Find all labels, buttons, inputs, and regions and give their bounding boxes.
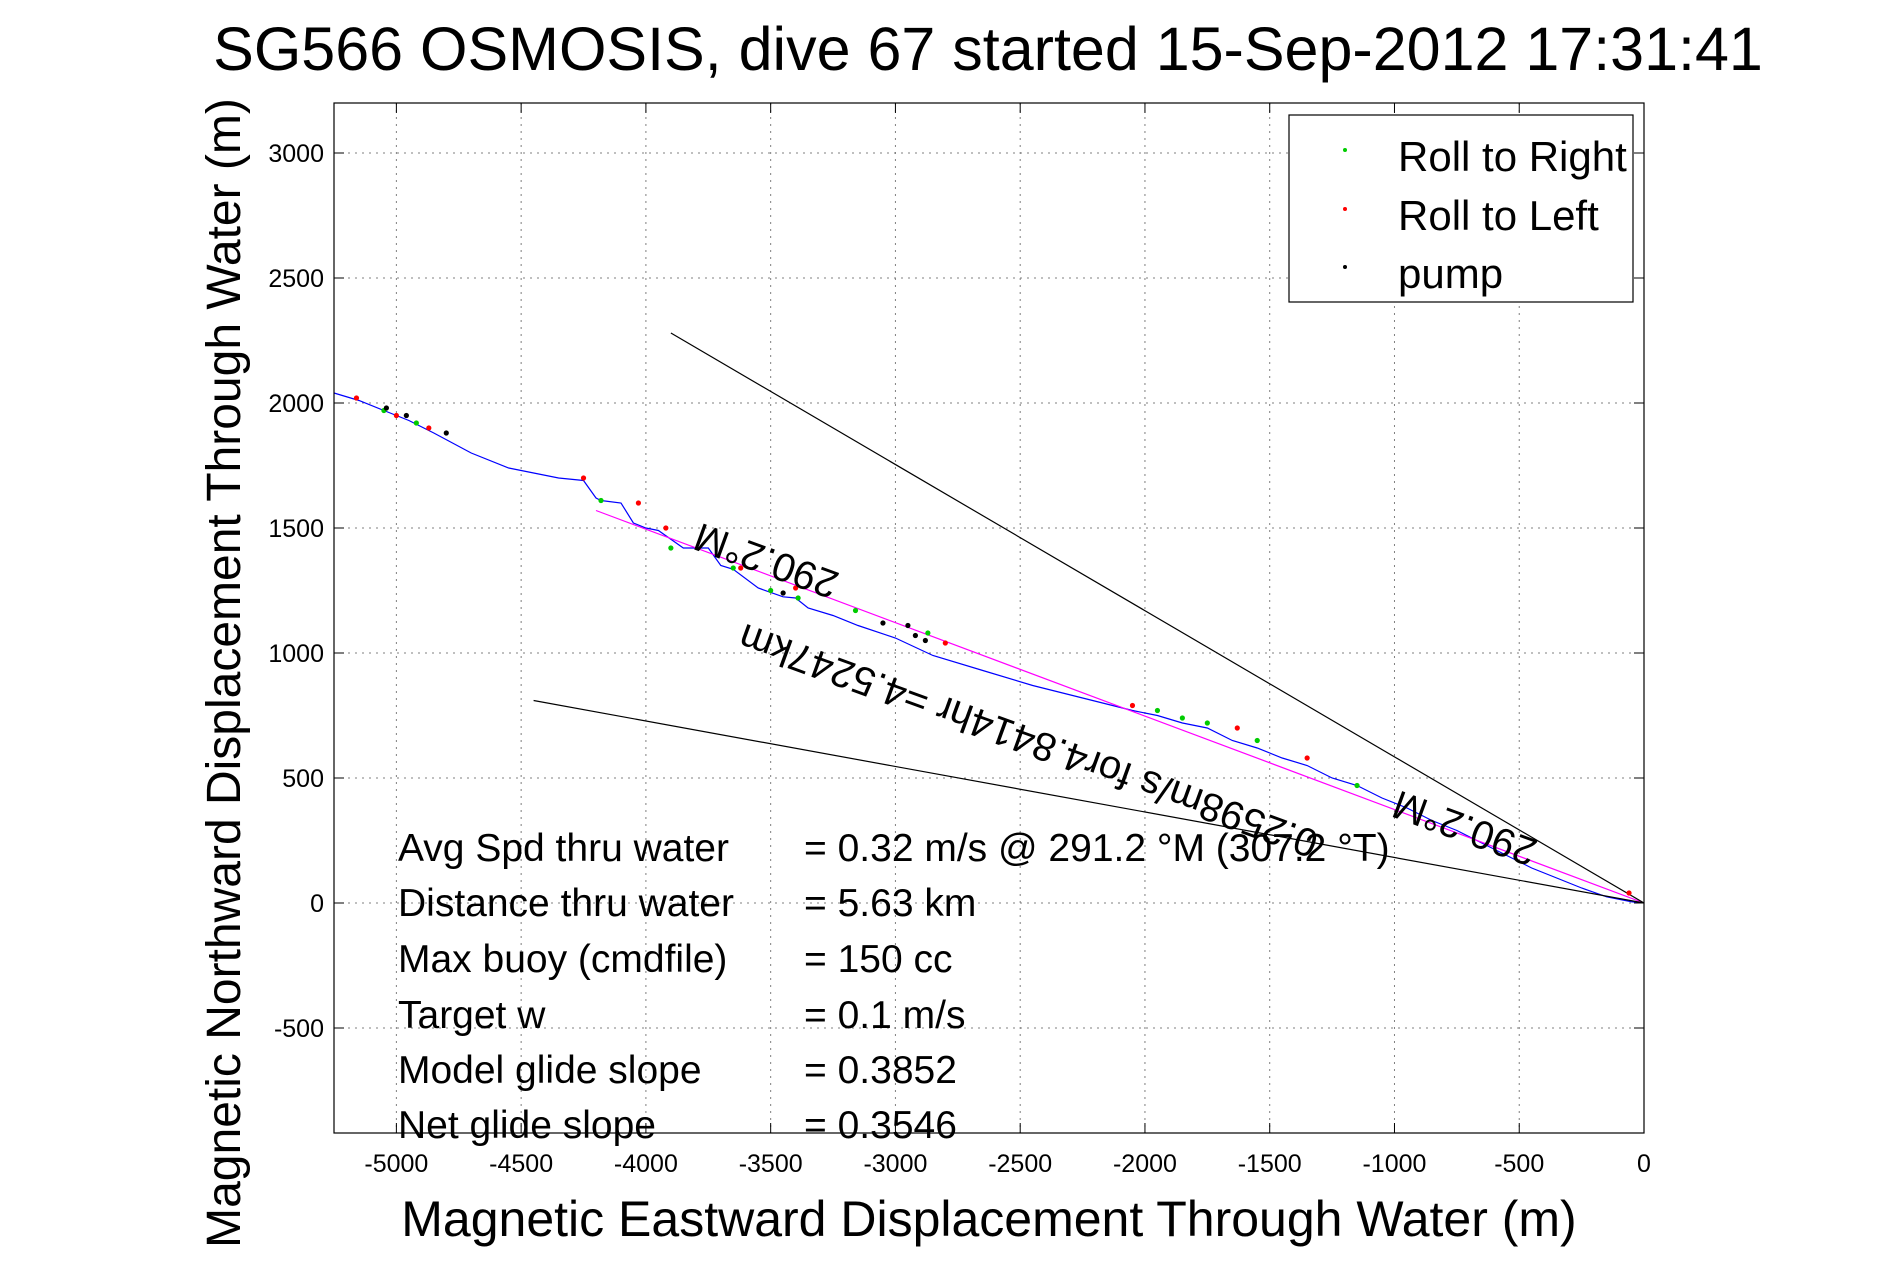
x-tick-label: -2500 — [988, 1150, 1052, 1178]
roll-left-marker — [1626, 890, 1632, 896]
stat-label: Net glide slope — [398, 1104, 656, 1147]
roll-left-marker — [635, 500, 642, 506]
roll-right-marker — [598, 497, 604, 504]
marker-layer — [353, 395, 1632, 896]
x-axis-label: Magnetic Eastward Displacement Through W… — [401, 1191, 1576, 1247]
y-tick-label: 1500 — [268, 515, 324, 543]
roll-left-marker — [426, 425, 432, 431]
roll-left-marker — [1129, 702, 1136, 709]
roll-right-marker — [1354, 782, 1360, 789]
stat-value: = 5.63 km — [804, 882, 976, 925]
stat-label: Avg Spd thru water — [398, 827, 729, 870]
tick-marks — [334, 103, 1645, 1133]
plot-frame — [333, 102, 1645, 1134]
roll-right-marker — [1179, 715, 1185, 721]
y-tick-label: 3000 — [268, 140, 324, 168]
y-tick-label: -500 — [274, 1015, 324, 1043]
roll-right-marker — [1254, 737, 1260, 744]
y-tick-label: 2000 — [268, 390, 324, 418]
x-tick-label: -2000 — [1113, 1150, 1177, 1178]
roll-right-marker — [730, 565, 736, 571]
series-line-heading-line — [595, 509, 1645, 904]
x-tick-labels: -5000 -4500 -4000 -3500 -3000 -2500 -2000 -1500… — [364, 1150, 1651, 1178]
legend-marker-roll-left — [1343, 207, 1347, 211]
roll-right-marker — [768, 587, 774, 594]
roll-left-marker — [393, 412, 399, 419]
legend-marker-roll-right — [1343, 148, 1347, 152]
legend-label: Roll to Right — [1398, 133, 1627, 180]
pump-marker — [922, 637, 928, 644]
roll-left-marker — [663, 525, 669, 531]
legend-label: pump — [1398, 250, 1503, 297]
roll-right-marker — [925, 630, 931, 636]
y-axis-label: Magnetic Northward Displacement Through … — [198, 98, 251, 1248]
stat-label: Target w — [398, 994, 546, 1037]
series-line-envelope-upper — [670, 332, 1645, 904]
stat-value: = 0.1 m/s — [804, 994, 965, 1037]
legend-marker-pump — [1343, 265, 1347, 269]
stats-block: Avg Spd thru water = 0.32 m/s @ 291.2 °M… — [398, 827, 1390, 1147]
x-tick-label: -500 — [1494, 1150, 1544, 1178]
roll-right-marker — [795, 595, 801, 601]
stat-value: = 150 cc — [804, 938, 953, 981]
x-tick-label: 0 — [1637, 1150, 1651, 1178]
stat-label: Distance thru water — [398, 882, 734, 925]
roll-right-marker — [668, 545, 674, 551]
roll-left-marker — [942, 640, 948, 646]
x-tick-label: -4000 — [614, 1150, 678, 1178]
pump-marker — [383, 405, 389, 411]
roll-right-marker — [1154, 707, 1161, 714]
pump-marker — [780, 590, 786, 596]
roll-left-marker — [1304, 755, 1310, 761]
x-tick-label: -3000 — [863, 1150, 927, 1178]
stat-value: = 0.32 m/s @ 291.2 °M (307.2 °T) — [804, 827, 1390, 870]
roll-right-marker — [413, 420, 419, 426]
legend-label: Roll to Left — [1398, 192, 1599, 239]
stat-label: Model glide slope — [398, 1049, 702, 1092]
stat-value: = 0.3546 — [804, 1104, 957, 1147]
series-line-track — [333, 392, 1645, 904]
pump-marker — [403, 412, 409, 419]
x-tick-label: -3500 — [739, 1150, 803, 1178]
roll-left-marker — [793, 585, 799, 591]
roll-left-marker — [1234, 725, 1240, 731]
grid — [334, 103, 1645, 1133]
pump-marker — [912, 632, 918, 639]
roll-right-marker — [1204, 720, 1210, 726]
pump-marker — [443, 430, 449, 436]
x-tick-label: -1500 — [1238, 1150, 1302, 1178]
pump-marker — [880, 620, 886, 626]
roll-right-marker — [852, 607, 859, 614]
x-tick-label: -5000 — [364, 1150, 428, 1178]
y-tick-labels: -500 0 500 1000 1500 2000 2500 3000 — [268, 140, 324, 1043]
chart-title: SG566 OSMOSIS, dive 67 started 15-Sep-20… — [213, 15, 1763, 83]
pump-marker — [905, 622, 911, 629]
y-tick-label: 1000 — [268, 640, 324, 668]
x-tick-label: -4500 — [489, 1150, 553, 1178]
series-layer — [333, 332, 1645, 904]
y-tick-label: 0 — [310, 890, 324, 918]
roll-left-marker — [353, 395, 360, 401]
y-tick-label: 2500 — [268, 265, 324, 293]
roll-left-marker — [580, 475, 587, 481]
y-tick-label: 500 — [282, 765, 324, 793]
series-line-envelope-lower — [533, 699, 1645, 904]
legend: Roll to Right Roll to Left pump — [1288, 114, 1634, 303]
stat-value: = 0.3852 — [804, 1049, 957, 1092]
stat-label: Max buoy (cmdfile) — [398, 938, 727, 981]
x-tick-label: -1000 — [1362, 1150, 1426, 1178]
roll-left-marker — [738, 565, 744, 571]
